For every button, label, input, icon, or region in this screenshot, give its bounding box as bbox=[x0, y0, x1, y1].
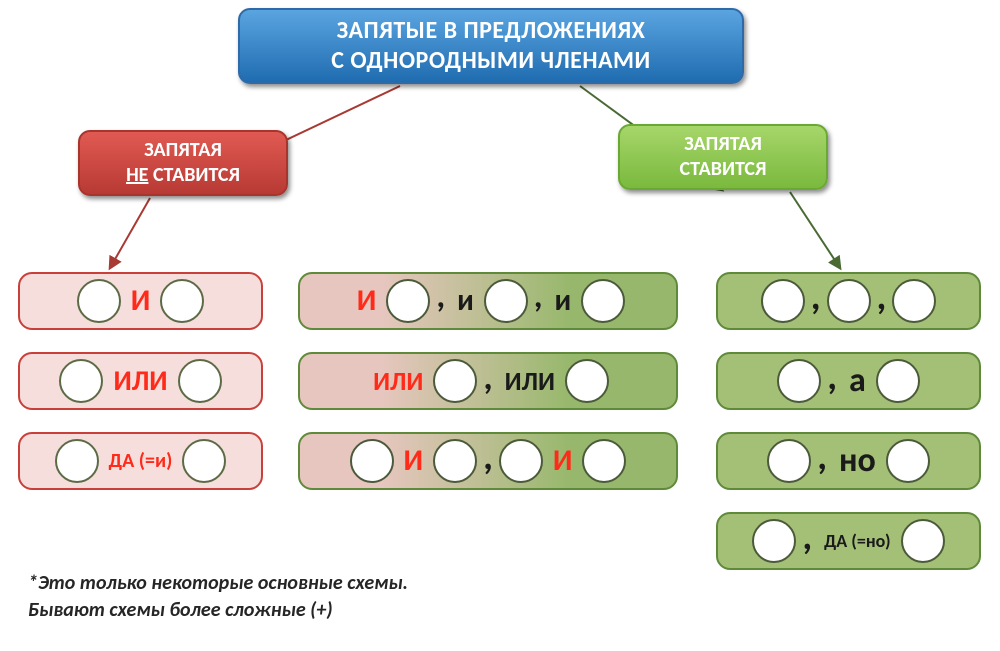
token: ИЛИ bbox=[367, 368, 429, 394]
member-circle bbox=[160, 279, 204, 323]
member-circle bbox=[77, 279, 121, 323]
token: , bbox=[434, 280, 447, 314]
token: а bbox=[843, 364, 872, 398]
yes-comma-pattern-0: ,, bbox=[716, 272, 981, 330]
token: , bbox=[532, 280, 545, 314]
member-circle bbox=[59, 359, 103, 403]
member-circle bbox=[433, 359, 477, 403]
cat-yes-line1: ЗАПЯТАЯ bbox=[684, 132, 762, 157]
member-circle bbox=[761, 279, 805, 323]
token: И bbox=[125, 286, 157, 316]
token: но bbox=[833, 444, 882, 478]
footnote-line1: *Это только некоторые основные схемы. bbox=[28, 570, 408, 597]
token: ДА (=но) bbox=[818, 532, 896, 550]
no-comma-pattern-2: ДА (=и) bbox=[18, 432, 263, 490]
member-circle bbox=[484, 279, 528, 323]
category-no-comma: ЗАПЯТАЯ НЕ СТАВИТСЯ bbox=[78, 130, 288, 196]
token: и bbox=[549, 286, 578, 316]
token: и bbox=[451, 286, 480, 316]
member-circle bbox=[386, 279, 430, 323]
token: , bbox=[875, 278, 889, 316]
member-circle bbox=[178, 359, 222, 403]
yes-comma-pattern-2: ,но bbox=[716, 432, 981, 490]
member-circle bbox=[581, 279, 625, 323]
category-yes-comma: ЗАПЯТАЯ СТАВИТСЯ bbox=[618, 124, 828, 190]
member-circle bbox=[499, 439, 543, 483]
mixed-pattern-0: И,и, и bbox=[298, 272, 678, 330]
title-line1: ЗАПЯТЫЕ В ПРЕДЛОЖЕНИЯХ bbox=[337, 16, 646, 46]
token: , bbox=[481, 359, 494, 395]
token: ДА (=и) bbox=[103, 451, 179, 471]
token: , bbox=[481, 438, 495, 476]
title-box: ЗАПЯТЫЕ В ПРЕДЛОЖЕНИЯХ С ОДНОРОДНЫМИ ЧЛЕ… bbox=[238, 8, 744, 84]
member-circle bbox=[182, 439, 226, 483]
mixed-pattern-1: ИЛИ, ИЛИ bbox=[298, 352, 678, 410]
no-comma-pattern-0: И bbox=[18, 272, 263, 330]
token: , bbox=[815, 438, 829, 476]
member-circle bbox=[876, 359, 920, 403]
cat-no-line1: ЗАПЯТАЯ bbox=[144, 138, 222, 163]
token: ИЛИ bbox=[499, 368, 561, 394]
title-line2: С ОДНОРОДНЫМИ ЧЛЕНАМИ bbox=[331, 46, 650, 76]
token: , bbox=[809, 278, 823, 316]
token: , bbox=[825, 358, 839, 396]
member-circle bbox=[55, 439, 99, 483]
member-circle bbox=[350, 439, 394, 483]
yes-comma-pattern-1: , а bbox=[716, 352, 981, 410]
member-circle bbox=[565, 359, 609, 403]
member-circle bbox=[582, 439, 626, 483]
member-circle bbox=[777, 359, 821, 403]
member-circle bbox=[886, 439, 930, 483]
footnote-line2: Бывают схемы более сложные (+) bbox=[28, 597, 408, 624]
footnote: *Это только некоторые основные схемы. Бы… bbox=[28, 570, 408, 624]
cat-no-line2: НЕ СТАВИТСЯ bbox=[126, 163, 240, 188]
member-circle bbox=[767, 439, 811, 483]
token: ИЛИ bbox=[107, 367, 173, 395]
member-circle bbox=[433, 439, 477, 483]
no-comma-pattern-1: ИЛИ bbox=[18, 352, 263, 410]
mixed-pattern-2: И, И bbox=[298, 432, 678, 490]
member-circle bbox=[901, 519, 945, 563]
member-circle bbox=[752, 519, 796, 563]
token: , bbox=[800, 518, 814, 556]
token: И bbox=[547, 446, 579, 476]
token: И bbox=[398, 446, 430, 476]
token: И bbox=[351, 286, 383, 316]
member-circle bbox=[827, 279, 871, 323]
member-circle bbox=[892, 279, 936, 323]
yes-comma-pattern-3: ,ДА (=но) bbox=[716, 512, 981, 570]
cat-yes-line2: СТАВИТСЯ bbox=[680, 157, 767, 182]
